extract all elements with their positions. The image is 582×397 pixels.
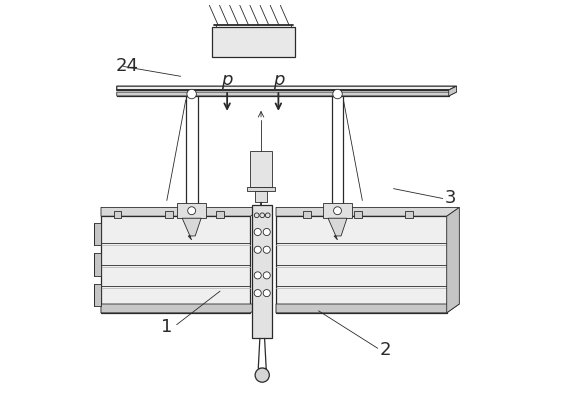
Polygon shape	[117, 86, 456, 90]
Bar	[212, 27, 295, 57]
Bar	[165, 211, 173, 218]
Polygon shape	[94, 223, 101, 245]
Circle shape	[263, 272, 270, 279]
Polygon shape	[101, 207, 263, 216]
Circle shape	[254, 246, 261, 253]
Bar	[354, 211, 362, 218]
Circle shape	[254, 272, 261, 279]
Polygon shape	[447, 207, 459, 313]
Polygon shape	[101, 216, 250, 313]
Polygon shape	[94, 284, 101, 306]
Polygon shape	[328, 218, 347, 240]
Bar	[255, 191, 267, 202]
Circle shape	[263, 289, 270, 297]
Circle shape	[187, 89, 196, 99]
Circle shape	[258, 245, 264, 251]
Bar	[303, 211, 311, 218]
Bar	[250, 151, 272, 187]
Text: 3: 3	[445, 189, 456, 208]
Bar	[216, 211, 224, 218]
Polygon shape	[276, 216, 447, 313]
Polygon shape	[94, 254, 101, 276]
Bar	[177, 203, 207, 218]
Polygon shape	[117, 92, 456, 96]
Polygon shape	[182, 218, 201, 240]
Text: 2: 2	[380, 341, 391, 359]
Circle shape	[333, 89, 342, 99]
Text: 1: 1	[161, 318, 172, 335]
Polygon shape	[276, 207, 459, 216]
Bar	[113, 211, 122, 218]
Circle shape	[188, 207, 196, 215]
Circle shape	[254, 228, 261, 235]
Bar	[323, 203, 352, 218]
Bar	[405, 211, 413, 218]
Bar	[252, 205, 272, 339]
Circle shape	[254, 289, 261, 297]
Text: p: p	[221, 71, 233, 89]
Circle shape	[333, 207, 342, 215]
Circle shape	[255, 368, 269, 382]
Polygon shape	[276, 304, 459, 313]
Polygon shape	[449, 86, 456, 96]
Bar	[247, 187, 275, 191]
Text: p: p	[273, 71, 284, 89]
Circle shape	[263, 246, 270, 253]
Circle shape	[263, 228, 270, 235]
Text: 24: 24	[116, 58, 139, 75]
Polygon shape	[101, 304, 263, 313]
